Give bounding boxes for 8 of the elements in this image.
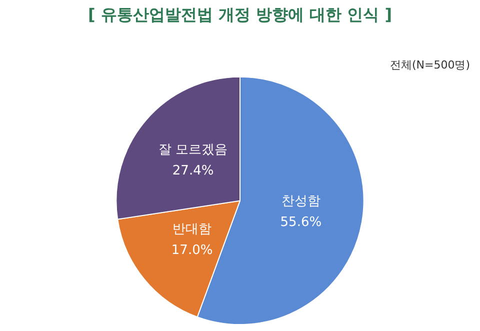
slice-label: 반대함	[172, 222, 212, 238]
slice-label: 잘 모르겠음	[158, 142, 228, 158]
data-label: 17.0%	[171, 243, 213, 258]
chart-title: [ 유통산업발전법 개정 방향에 대한 인식 ]	[88, 4, 392, 24]
data-label: 55.6%	[280, 214, 322, 230]
text: 전체(N=500명)	[390, 58, 470, 72]
data-label: 27.4%	[172, 164, 214, 179]
slice-label: 찬성함	[281, 194, 320, 209]
